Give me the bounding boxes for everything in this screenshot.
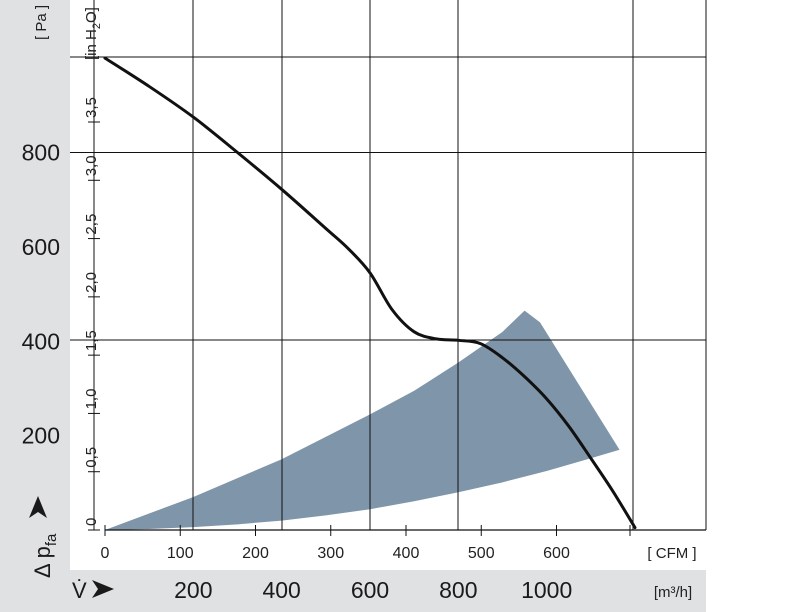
m3h-tick-label: 600	[351, 577, 389, 603]
inh2o-unit-label: [in H2O]	[83, 7, 103, 60]
label-layer: 0 0,5 1,0 1,5 2,0 2,5 3,0 3,5 [in H2O] 0 100 200 300…	[22, 5, 697, 603]
flow-symbol: V̇	[72, 578, 87, 603]
pressure-symbol: Δ pfa	[30, 533, 60, 578]
inh2o-tick-label: 1,5	[83, 330, 100, 351]
inh2o-tick-label: 3,0	[83, 155, 100, 176]
cfm-unit-label: [ CFM ]	[647, 545, 696, 562]
fan-curve-line	[103, 56, 637, 530]
m3h-unit-label: [m³/h]	[654, 584, 692, 601]
pa-unit-label: [ Pa ]	[33, 5, 50, 40]
pa-tick-label: 800	[22, 140, 60, 166]
operating-range-layer	[105, 310, 620, 530]
m3h-tick-label: 400	[262, 577, 300, 603]
pa-tick-label: 600	[22, 234, 60, 260]
m3h-tick-label: 1000	[521, 577, 572, 603]
cfm-tick-label: 400	[393, 545, 420, 562]
cfm-tick-label: 600	[543, 545, 570, 562]
bottom-axis-band	[0, 570, 706, 612]
cfm-tick-label: 500	[468, 545, 495, 562]
inh2o-tick-label: 0,5	[83, 447, 100, 468]
inh2o-tick-label: 0	[83, 518, 100, 526]
pa-tick-label: 400	[22, 328, 60, 354]
inh2o-tick-label: 1,0	[83, 389, 100, 410]
cfm-tick-label: 200	[242, 545, 269, 562]
cfm-tick-label: 100	[167, 545, 194, 562]
m3h-tick-label: 800	[439, 577, 477, 603]
cfm-tick-label: 0	[101, 545, 110, 562]
m3h-tick-label: 200	[174, 577, 212, 603]
inh2o-tick-label: 3,5	[83, 97, 100, 118]
cfm-tick-label: 300	[317, 545, 344, 562]
inh2o-tick-label: 2,0	[83, 272, 100, 293]
y-arrow-icon	[29, 496, 47, 518]
pa-tick-label: 200	[22, 423, 60, 449]
x-arrow-icon	[92, 580, 114, 598]
curve-layer	[103, 56, 637, 530]
grid-layer	[70, 0, 707, 536]
operating-range-area	[105, 310, 620, 530]
inh2o-tick-label: 2,5	[83, 214, 100, 235]
